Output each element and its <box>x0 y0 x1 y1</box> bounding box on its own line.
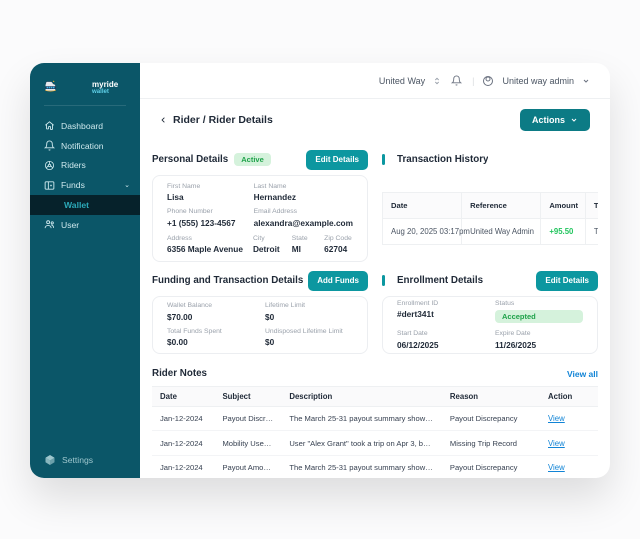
svg-text:wallet: wallet <box>92 88 109 95</box>
